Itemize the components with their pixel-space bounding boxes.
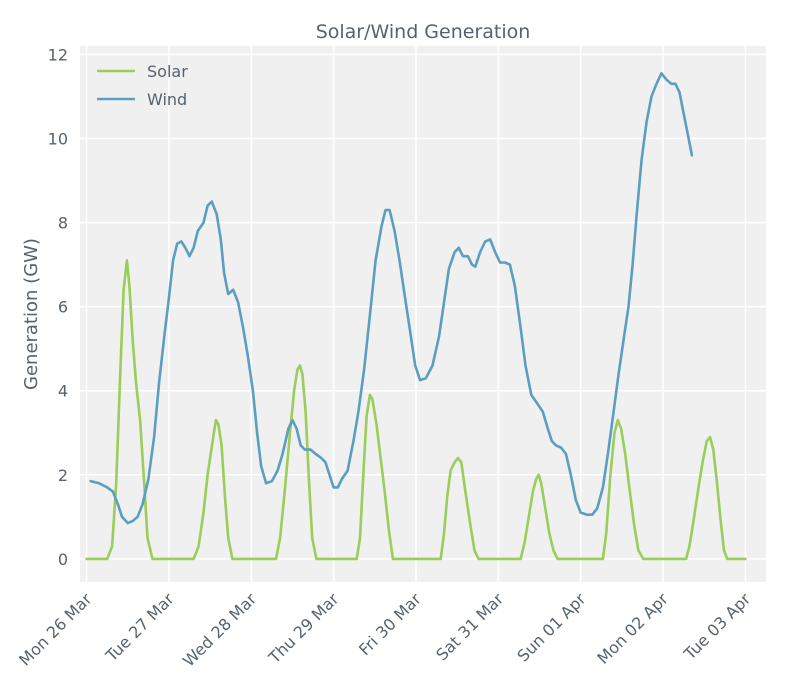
x-tick-label: Sat 31 Mar <box>432 589 507 664</box>
y-axis: 0 2 4 6 8 10 12 <box>48 45 68 568</box>
y-tick-label: 6 <box>58 298 68 317</box>
y-tick-label: 10 <box>48 129 68 148</box>
y-tick-label: 0 <box>58 550 68 569</box>
y-tick-label: 12 <box>48 45 68 64</box>
x-tick-label: Mon 26 Mar <box>15 589 96 670</box>
y-tick-label: 8 <box>58 214 68 233</box>
y-tick-label: 4 <box>58 382 68 401</box>
x-tick-label: Wed 28 Mar <box>179 589 260 670</box>
legend: Solar Wind <box>97 62 188 109</box>
x-tick-label: Sun 01 Apr <box>513 589 589 665</box>
x-tick-label: Fri 30 Mar <box>355 589 425 659</box>
chart-title: Solar/Wind Generation <box>316 21 531 43</box>
legend-label-wind: Wind <box>147 90 187 109</box>
series-line-solar <box>85 259 747 561</box>
x-tick-label: Tue 03 Apr <box>680 589 755 664</box>
plot-area <box>80 46 766 582</box>
series-line-wind <box>89 72 694 525</box>
y-tick-label: 2 <box>58 466 68 485</box>
series-layer <box>85 72 747 561</box>
legend-label-solar: Solar <box>147 62 188 81</box>
x-tick-label: Mon 02 Apr <box>593 589 672 668</box>
y-axis-label: Generation (GW) <box>21 238 42 390</box>
x-tick-label: Tue 27 Mar <box>101 589 178 666</box>
x-axis: Mon 26 Mar Tue 27 Mar Wed 28 Mar Thu 29 Mar… <box>15 589 754 670</box>
grid-lines <box>80 46 766 582</box>
x-tick-label: Thu 29 Mar <box>264 589 343 668</box>
